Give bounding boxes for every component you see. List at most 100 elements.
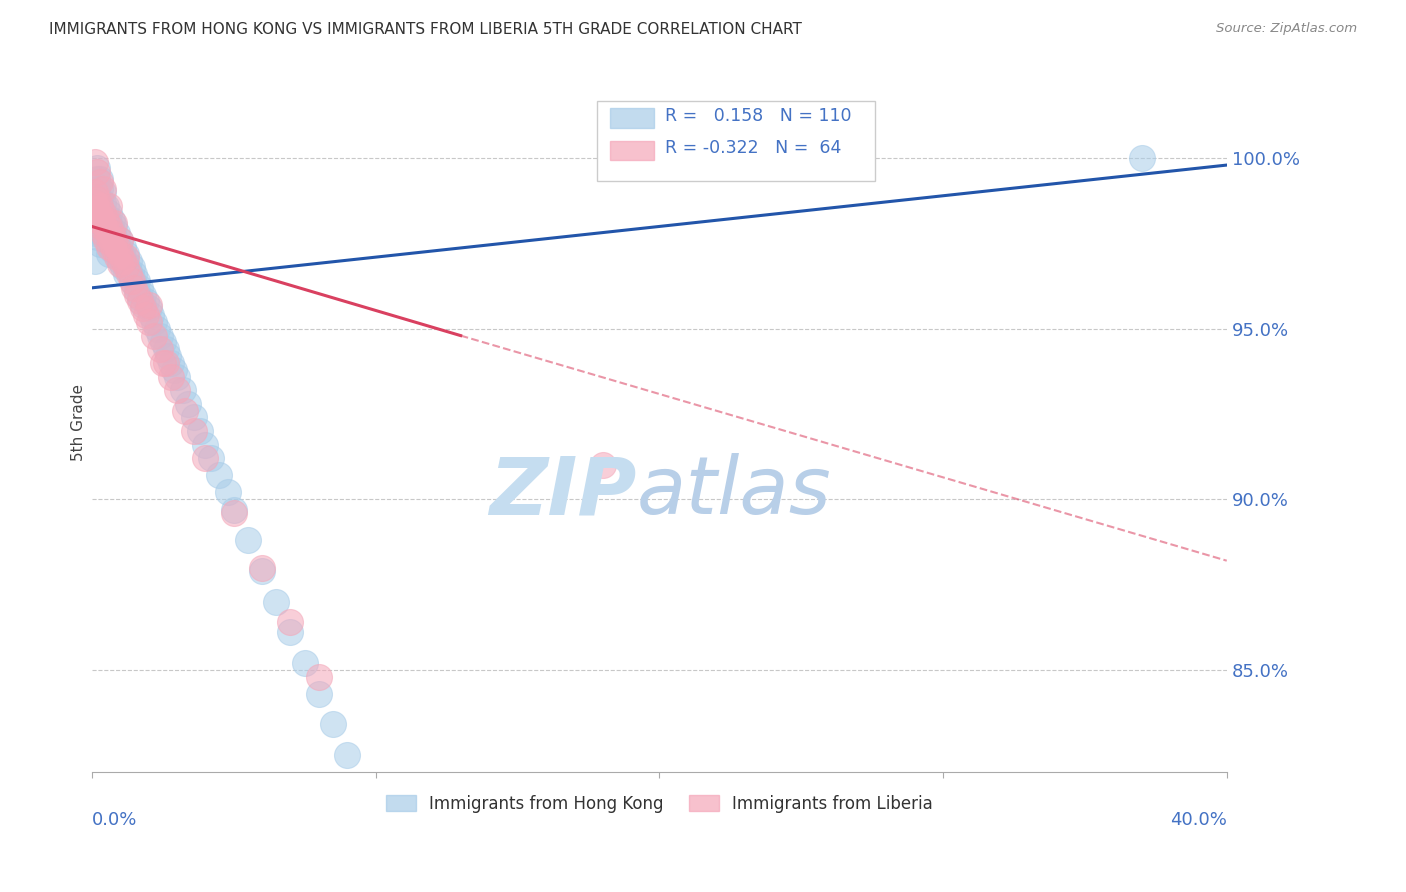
Point (217, 485, 239, 500)
Point (280, 615, 302, 629)
Point (91, 186, 114, 200)
Point (86, 202, 108, 217)
Point (97, 229, 120, 244)
Point (129, 281, 152, 295)
Point (83, 192, 105, 206)
Point (308, 670, 330, 684)
Point (105, 240, 128, 254)
Point (108, 257, 131, 271)
Point (236, 533, 259, 548)
Point (194, 438, 217, 452)
Point (1130, 151, 1153, 165)
Point (86, 171, 108, 186)
Point (364, 809, 387, 823)
Point (86, 182, 108, 196)
Point (108, 233, 131, 247)
Point (86, 219, 108, 234)
Point (97, 246, 120, 260)
Point (97, 216, 120, 230)
Point (124, 281, 146, 295)
Text: 0.0%: 0.0% (91, 811, 138, 829)
Point (89, 227, 111, 241)
Point (135, 308, 157, 322)
Point (208, 468, 231, 483)
Point (97, 227, 120, 241)
Point (183, 410, 205, 425)
Point (91, 182, 114, 196)
Point (138, 315, 160, 329)
Point (100, 212, 122, 227)
Point (86, 212, 108, 227)
Point (83, 212, 105, 227)
Point (100, 227, 122, 241)
Text: 40.0%: 40.0% (1170, 811, 1227, 829)
Point (103, 244, 125, 258)
Point (91, 206, 114, 220)
Point (89, 175, 111, 189)
Point (97, 240, 120, 254)
Point (183, 424, 205, 438)
Point (105, 250, 128, 264)
FancyBboxPatch shape (610, 141, 654, 161)
Point (103, 219, 125, 234)
Point (89, 219, 111, 234)
Point (91, 195, 114, 210)
Point (97, 199, 120, 213)
Text: R =   0.158   N = 110: R = 0.158 N = 110 (665, 107, 852, 126)
Point (89, 199, 111, 213)
Point (118, 253, 141, 268)
Text: atlas: atlas (637, 453, 831, 532)
Point (172, 383, 194, 397)
Point (103, 216, 125, 230)
Point (89, 192, 111, 206)
Point (105, 246, 128, 260)
Point (103, 229, 125, 244)
Point (105, 227, 128, 241)
Point (138, 301, 160, 316)
Point (152, 356, 174, 370)
Point (118, 264, 141, 278)
Point (250, 560, 273, 574)
Point (264, 594, 287, 608)
Point (100, 223, 122, 237)
Point (108, 253, 131, 268)
Point (336, 748, 359, 763)
Point (86, 165, 108, 179)
Point (89, 209, 111, 223)
Point (108, 233, 131, 247)
Point (115, 246, 138, 260)
Point (250, 564, 273, 578)
Point (188, 424, 211, 438)
Point (86, 192, 108, 206)
Point (127, 287, 149, 301)
Point (94, 199, 117, 213)
Point (280, 625, 302, 640)
FancyBboxPatch shape (598, 101, 875, 181)
Point (83, 195, 105, 210)
Point (86, 229, 108, 244)
Point (91, 206, 114, 220)
Point (97, 236, 120, 251)
Point (118, 267, 141, 281)
Point (89, 202, 111, 217)
Point (100, 244, 122, 258)
Point (91, 227, 114, 241)
Point (89, 182, 111, 196)
Point (146, 322, 169, 336)
Point (83, 154, 105, 169)
Point (132, 298, 155, 312)
Text: R = -0.322   N =  64: R = -0.322 N = 64 (665, 139, 841, 158)
Point (294, 656, 316, 670)
Text: ZIP: ZIP (489, 453, 637, 532)
Point (163, 362, 186, 376)
Point (89, 212, 111, 227)
FancyBboxPatch shape (610, 108, 654, 128)
Point (115, 267, 138, 281)
Point (149, 343, 172, 357)
Point (392, 871, 415, 885)
Point (83, 206, 105, 220)
Text: Source: ZipAtlas.com: Source: ZipAtlas.com (1216, 22, 1357, 36)
Point (94, 233, 117, 247)
Point (160, 369, 183, 384)
Point (152, 335, 174, 350)
